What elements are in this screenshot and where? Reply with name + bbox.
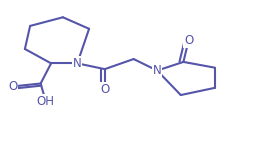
Text: OH: OH xyxy=(37,95,55,108)
Text: N: N xyxy=(153,64,162,77)
Text: O: O xyxy=(8,80,18,93)
Text: O: O xyxy=(100,83,110,96)
Text: O: O xyxy=(184,34,193,47)
Text: N: N xyxy=(73,57,82,70)
